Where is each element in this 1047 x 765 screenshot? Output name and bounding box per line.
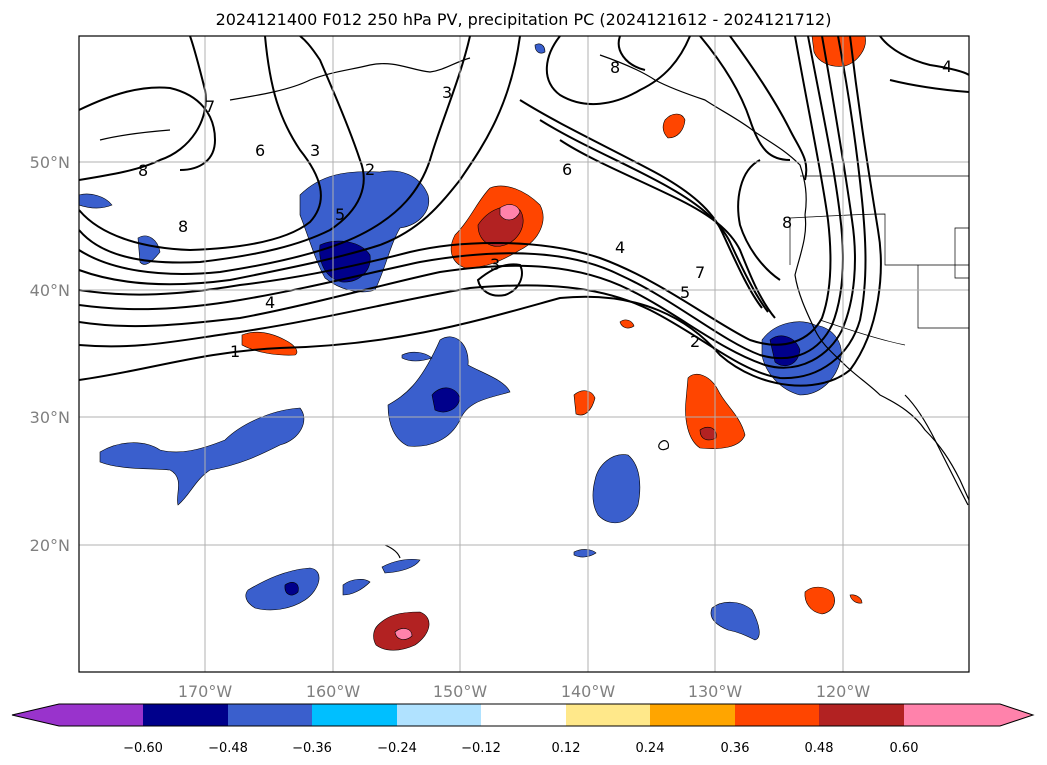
colorbar-segment xyxy=(819,704,904,726)
colorbar-segment xyxy=(566,704,650,726)
map-frame xyxy=(78,35,970,673)
contour-label: 8 xyxy=(178,217,188,236)
colorbar-segment xyxy=(650,704,735,726)
lat-tick-labels: 50°N 40°N 30°N 20°N xyxy=(30,153,70,555)
contour-label: 4 xyxy=(942,57,952,76)
colorbar-tick-label: 0.48 xyxy=(805,741,834,756)
contour-label: 3 xyxy=(490,255,500,274)
colorbar-segment xyxy=(397,704,481,726)
pv-contours xyxy=(79,36,969,387)
colorbar-tick-label: −0.36 xyxy=(292,741,332,756)
colorbar-tick-label: 0.12 xyxy=(552,741,581,756)
colorbar-segment xyxy=(904,704,1033,726)
contour-label: 8 xyxy=(138,161,148,180)
lon-tick-label: 150°W xyxy=(433,682,488,701)
colorbar-tick-label: 0.36 xyxy=(721,741,750,756)
lat-tick-label: 50°N xyxy=(30,153,70,172)
contour-label: 4 xyxy=(265,293,275,312)
lon-tick-label: 130°W xyxy=(688,682,743,701)
coastlines xyxy=(99,54,969,559)
lon-tick-label: 140°W xyxy=(561,682,616,701)
colorbar-segment xyxy=(143,704,228,726)
contour-label: 7 xyxy=(205,97,215,116)
contour-label: 3 xyxy=(310,141,320,160)
contour-label: 8 xyxy=(782,213,792,232)
colorbar-tick-label: −0.48 xyxy=(208,741,248,756)
colorbar-segment xyxy=(735,704,819,726)
colorbar-tick-label: −0.24 xyxy=(377,741,417,756)
lon-tick-label: 120°W xyxy=(816,682,871,701)
contour-label: 2 xyxy=(690,332,700,351)
colorbar-segment xyxy=(312,704,397,726)
lon-tick-label: 170°W xyxy=(178,682,233,701)
contour-label: 7 xyxy=(695,263,705,282)
lat-tick-label: 40°N xyxy=(30,281,70,300)
contour-label: 6 xyxy=(562,160,572,179)
contour-label: 1 xyxy=(230,342,240,361)
colorbar-segment xyxy=(12,704,143,726)
colorbar-tick-label: 0.60 xyxy=(890,741,919,756)
colorbar-tick-label: −0.60 xyxy=(123,741,163,756)
contour-label: 4 xyxy=(615,238,625,257)
contour-label: 5 xyxy=(680,283,690,302)
colorbar-outline xyxy=(11,703,1035,727)
colorbar-segments xyxy=(12,704,1033,726)
contour-labels: 7 6 3 2 5 8 8 3 4 1 6 4 7 5 2 8 3 4 8 xyxy=(138,57,952,361)
colorbar-tick-label: −0.12 xyxy=(461,741,501,756)
lon-tick-labels: 170°W 160°W 150°W 140°W 130°W 120°W xyxy=(178,682,871,701)
colorbar-segment xyxy=(481,704,566,726)
colorbar-ticks: −0.60 −0.48 −0.36 −0.24 −0.12 0.12 0.24 … xyxy=(123,741,918,756)
contour-label: 6 xyxy=(255,141,265,160)
contour-label: 2 xyxy=(365,160,375,179)
colorbar-tick-label: 0.24 xyxy=(636,741,665,756)
lat-tick-label: 20°N xyxy=(30,536,70,555)
map-grid xyxy=(79,36,969,672)
contour-label: 8 xyxy=(610,58,620,77)
colorbar: −0.60 −0.48 −0.36 −0.24 −0.12 0.12 0.24 … xyxy=(11,703,1035,756)
borders xyxy=(789,175,969,346)
map-title: 2024121400 F012 250 hPa PV, precipitatio… xyxy=(215,10,832,29)
contour-label: 3 xyxy=(442,83,452,102)
contour-label: 5 xyxy=(335,205,345,224)
lon-tick-label: 160°W xyxy=(306,682,361,701)
colorbar-segment xyxy=(228,704,312,726)
lat-tick-label: 30°N xyxy=(30,408,70,427)
